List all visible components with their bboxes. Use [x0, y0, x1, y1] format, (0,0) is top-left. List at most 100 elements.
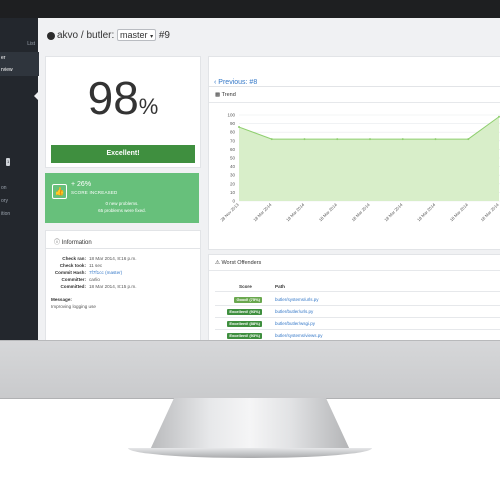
y-tick-label: 40	[230, 164, 236, 169]
thumbs-up-icon: 👍	[52, 184, 67, 199]
y-tick-label: 60	[230, 147, 236, 152]
file-path-link[interactable]: butler/systems/urls.py	[275, 297, 319, 302]
commit-hash-link[interactable]: 7f7f1cc (master)	[89, 270, 123, 275]
file-path-link[interactable]: butler/butler/urls.py	[275, 309, 314, 314]
x-tick-label: 18 Mar 2014	[318, 202, 339, 223]
build-number: #9	[158, 30, 170, 41]
trend-heading: ▩ Trend	[215, 92, 236, 98]
repo-name-link[interactable]: butler	[86, 30, 112, 41]
information-title: Information	[61, 240, 92, 246]
trend-point	[467, 138, 470, 141]
x-tick-label: 28 Nov 2013	[219, 202, 240, 223]
sidebar-badge: 1	[6, 158, 11, 166]
x-tick-label: 18 Mar 2014	[383, 202, 404, 223]
sidebar-item-on[interactable]: on	[0, 184, 39, 192]
x-tick-label: 18 Mar 2014	[252, 202, 273, 223]
sidebar-item-label: ory	[1, 198, 8, 204]
message-label: Message:	[51, 297, 72, 302]
sidebar-item-overview[interactable]: rview	[0, 64, 39, 76]
table-row-divider	[215, 329, 500, 330]
trend-panel: ▩ Trend 0 10 20 30 40 50 60 70 80 90 100 28 Nov 201…	[208, 86, 500, 250]
trend-line	[238, 116, 500, 140]
info-key-committer: Committer:	[61, 277, 86, 282]
chart-icon: ▩	[215, 92, 221, 98]
score-unit: %	[138, 94, 159, 119]
y-tick-label: 10	[230, 190, 236, 195]
info-key-committed: Committed:	[60, 284, 86, 289]
monitor-stand	[150, 398, 350, 450]
y-tick-label: 90	[230, 121, 236, 126]
table-row-divider	[215, 305, 500, 306]
score-badge: Excellent! (93%)	[227, 333, 262, 339]
y-tick-label: 100	[227, 113, 235, 118]
sidebar-active-pointer	[34, 92, 38, 100]
repo-breadcrumb: akvo / butler: master ▾ #9	[57, 29, 170, 41]
sidebar-item-repo[interactable]: er	[0, 52, 39, 64]
fixed-problems-text: 65 problems were fixed.	[98, 208, 146, 213]
commit-message: Improving logging use	[51, 304, 96, 309]
score-change-panel: 👍 + 26% SCORE INCREASED 0 new problems. …	[45, 173, 199, 223]
grade-banner: Excellent!	[51, 145, 195, 163]
sidebar-item-label: ition	[1, 211, 11, 217]
warning-icon: ⚠	[215, 260, 220, 266]
branch-name: master	[120, 30, 148, 40]
chevron-left-icon: ‹	[214, 79, 217, 86]
file-path-link[interactable]: butler/butler/wsgi.py	[275, 321, 316, 326]
breadcrumb-colon: :	[111, 30, 115, 41]
breadcrumb-separator: /	[80, 30, 84, 41]
monitor-bezel-top	[0, 0, 500, 18]
trend-point	[270, 138, 273, 141]
x-tick-label: 18 Mar 2014	[480, 202, 500, 223]
info-icon: ⓘ	[54, 240, 61, 246]
worst-offenders-title: Worst Offenders	[221, 260, 262, 266]
trend-point	[401, 138, 404, 141]
table-row-divider	[215, 317, 500, 318]
file-path-link[interactable]: butler/systems/views.py	[275, 333, 323, 338]
sidebar-item-ition[interactable]: ition	[0, 210, 39, 218]
y-tick-label: 0	[232, 199, 235, 204]
trend-point	[434, 138, 437, 141]
divider	[209, 102, 500, 103]
score-badge: Excellent! (88%)	[227, 321, 262, 327]
y-tick-label: 80	[230, 130, 236, 135]
previous-build-label: Previous: #8	[218, 79, 258, 86]
x-tick-label: 18 Mar 2014	[449, 202, 470, 223]
monitor-chin	[0, 340, 500, 399]
info-key-commit-hash: Commit Hash:	[54, 270, 86, 275]
column-header-score: Score	[239, 284, 252, 289]
sidebar: List er rview 1 on ory ition	[0, 18, 39, 340]
sidebar-item-count[interactable]: 1	[0, 158, 44, 166]
sidebar-item-label: rview	[1, 67, 13, 73]
sidebar-item-history[interactable]: ory	[0, 197, 39, 205]
trend-point	[238, 126, 240, 129]
chevron-down-icon: ▾	[150, 34, 154, 40]
y-tick-label: 50	[230, 156, 236, 161]
repo-owner-link[interactable]: akvo	[57, 30, 79, 41]
column-header-path: Path	[275, 284, 285, 289]
score-change-label: SCORE INCREASED	[71, 190, 118, 195]
sidebar-item-list[interactable]: List	[0, 40, 38, 49]
y-tick-label: 20	[230, 181, 236, 186]
score-display: 98%	[46, 71, 200, 125]
trend-point	[336, 138, 339, 141]
github-icon	[47, 32, 55, 40]
score-badge: Good! (75%)	[234, 297, 262, 303]
info-value-check-took: 11 sec	[89, 263, 103, 268]
info-value-committed: 18 Mar 2014, 8:15 p.m.	[89, 284, 137, 289]
trend-point	[369, 138, 371, 141]
worst-offenders-panel: ⚠ Worst Offenders Score Path Good! (75%)…	[208, 254, 500, 340]
information-heading: ⓘ Information	[54, 237, 92, 246]
trend-point	[303, 138, 306, 141]
previous-build-link[interactable]: ‹ Previous: #8	[214, 79, 257, 86]
score-panel: 98% Excellent!	[45, 56, 201, 168]
sidebar-item-label: on	[1, 185, 7, 191]
branch-select[interactable]: master ▾	[117, 29, 157, 41]
y-tick-label: 70	[230, 138, 236, 143]
info-key-check-ran: Check ran:	[62, 256, 86, 261]
info-key-check-took: Check took:	[59, 263, 86, 268]
app-screen: List er rview 1 on ory ition akvo / butl…	[0, 18, 500, 340]
score-badge: Excellent! (93%)	[227, 309, 262, 315]
x-tick-label: 18 Mar 2014	[416, 202, 437, 223]
trend-chart: 0 10 20 30 40 50 60 70 80 90 100 28 Nov 2013 18 Mar …	[219, 113, 500, 223]
table-divider	[215, 291, 500, 292]
